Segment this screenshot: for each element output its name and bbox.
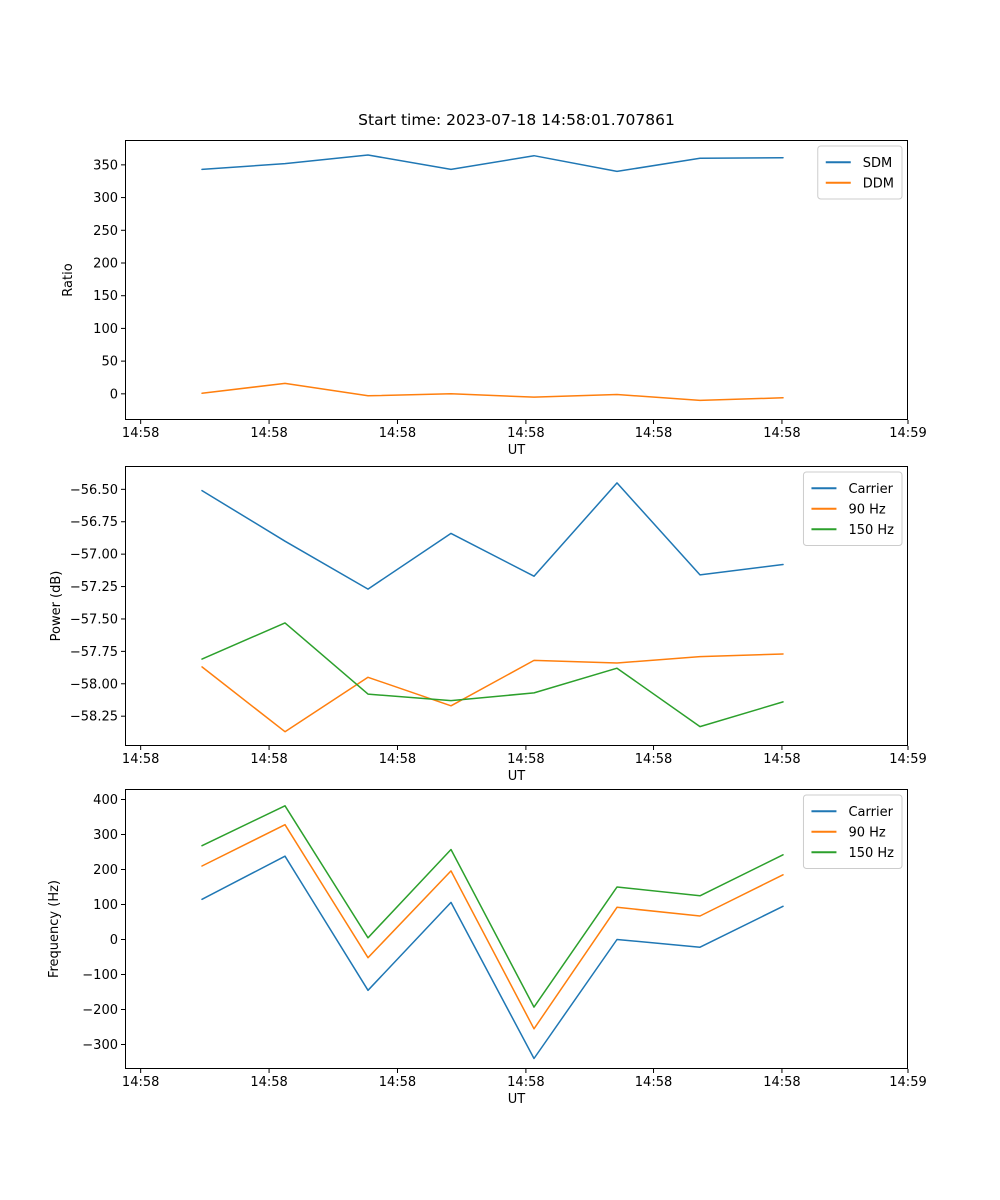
x-tick-label: 14:58: [507, 752, 544, 767]
plot-ratio: 0 50 100 150 200 250 300 350 14:58 14:58 14:58 14:5…: [61, 140, 927, 458]
y-tick-label: 150: [93, 289, 118, 304]
x-tick-label: 14:58: [507, 426, 544, 441]
series-line-90-hz: [201, 823, 784, 1030]
x-tick-label: 14:58: [122, 426, 159, 441]
y-tick-label: 350: [93, 158, 118, 173]
series-line-carrier: [201, 855, 784, 1060]
x-tick-label: 14:58: [122, 752, 159, 767]
y-tick-label: −100: [82, 968, 118, 983]
y-tick-label: 400: [93, 793, 118, 808]
legend-entry-150-hz: 150 Hz: [811, 523, 894, 538]
axes-border: [125, 466, 908, 746]
legend-entry-ddm: DDM: [825, 176, 894, 191]
legend-entry-90-hz: 90 Hz: [811, 825, 886, 840]
legend-label-90-hz: 90 Hz: [848, 502, 885, 517]
x-axis-label: UT: [508, 1092, 526, 1107]
legend-entry-90-hz: 90 Hz: [811, 502, 886, 517]
y-tick-label: −57.00: [70, 548, 118, 563]
legend-box: [817, 145, 903, 200]
x-tick-label: 14:58: [763, 1075, 800, 1090]
x-tick-label: 14:58: [763, 426, 800, 441]
x-tick-label: 14:58: [250, 1075, 287, 1090]
legend-label-carrier: Carrier: [848, 805, 893, 820]
y-tick-label: −57.75: [70, 645, 118, 660]
y-tick-label: 100: [93, 322, 118, 337]
y-tick-label: 0: [110, 933, 118, 948]
y-tick-label: −56.50: [70, 483, 118, 498]
axes-border: [125, 789, 908, 1069]
legend-label-carrier: Carrier: [848, 482, 893, 497]
y-tick-label: 300: [93, 828, 118, 843]
y-tick-label: 50: [101, 355, 118, 370]
y-tick-label: 200: [93, 256, 118, 271]
x-tick-label: 14:58: [122, 1075, 159, 1090]
x-tick-label: 14:58: [763, 752, 800, 767]
series-line-sdm: [201, 154, 784, 173]
figure-title: Start time: 2023-07-18 14:58:01.707861: [358, 111, 675, 129]
x-tick-label: 14:59: [889, 1075, 926, 1090]
plot-frequency: −300 −200 −100 0 100 200 300 400 14:58 14:58 14:58…: [47, 789, 927, 1107]
legend-box: [802, 794, 903, 869]
x-tick-label: 14:58: [507, 1075, 544, 1090]
x-tick-label: 14:58: [250, 752, 287, 767]
y-tick-label: −57.25: [70, 580, 118, 595]
y-tick-label: −200: [82, 1003, 118, 1018]
x-tick-label: 14:58: [635, 752, 672, 767]
x-tick-label: 14:59: [889, 426, 926, 441]
plot-power: −58.25 −58.00 −57.75 −57.50 −57.25 −57.00 −56.…: [49, 466, 927, 784]
legend: SDM DDM: [817, 145, 903, 200]
legend-box: [802, 471, 903, 546]
y-tick-label: 300: [93, 191, 118, 206]
y-tick-label: −58.25: [70, 710, 118, 725]
y-tick-label: −57.50: [70, 612, 118, 627]
y-tick-label: 100: [93, 898, 118, 913]
y-tick-label: −56.75: [70, 515, 118, 530]
legend-entry-carrier: Carrier: [811, 805, 894, 820]
x-tick-label: 14:58: [379, 752, 416, 767]
legend-entry-150-hz: 150 Hz: [811, 846, 894, 861]
y-tick-label: 0: [110, 387, 118, 402]
series-line-ddm: [201, 382, 784, 402]
x-tick-label: 14:58: [379, 1075, 416, 1090]
y-axis-label: Frequency (Hz): [47, 880, 62, 978]
axes-border: [125, 140, 908, 420]
x-tick-label: 14:58: [635, 1075, 672, 1090]
x-tick-label: 14:58: [635, 426, 672, 441]
x-tick-label: 14:58: [250, 426, 287, 441]
legend-label-sdm: SDM: [863, 156, 892, 171]
x-axis-label: UT: [508, 443, 526, 458]
series-line-carrier: [201, 482, 784, 590]
legend-label-90-hz: 90 Hz: [848, 825, 885, 840]
y-tick-label: −300: [82, 1038, 118, 1053]
y-tick-label: −58.00: [70, 677, 118, 692]
y-axis-label: Power (dB): [49, 571, 64, 642]
x-tick-label: 14:58: [379, 426, 416, 441]
legend: Carrier 90 Hz 150 Hz: [802, 794, 903, 869]
legend-label-ddm: DDM: [863, 176, 894, 191]
y-axis-label: Ratio: [61, 263, 76, 296]
legend: Carrier 90 Hz 150 Hz: [802, 471, 903, 546]
legend-label-150-hz: 150 Hz: [848, 846, 894, 861]
x-axis-label: UT: [508, 769, 526, 784]
x-tick-label: 14:59: [889, 752, 926, 767]
series-line-150-hz: [201, 805, 784, 1008]
legend-entry-carrier: Carrier: [811, 482, 894, 497]
series-line-90-hz: [201, 653, 784, 733]
legend-entry-sdm: SDM: [825, 156, 892, 171]
y-tick-label: 250: [93, 224, 118, 239]
y-tick-label: 200: [93, 863, 118, 878]
series-line-150-hz: [201, 622, 784, 728]
legend-label-150-hz: 150 Hz: [848, 523, 894, 538]
